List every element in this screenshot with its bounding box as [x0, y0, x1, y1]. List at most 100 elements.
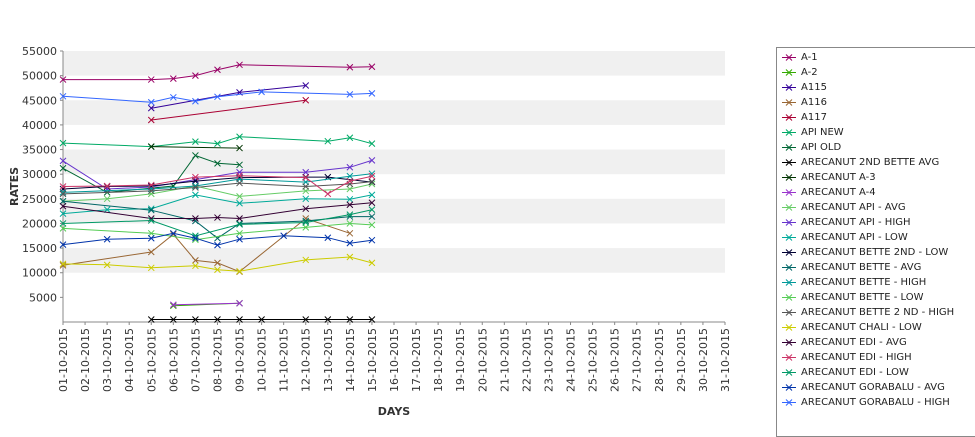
data-point-marker [147, 217, 155, 224]
legend-item: ARECANUT EDI - AVG [777, 337, 975, 348]
series-line [62, 154, 240, 193]
legend-label: API OLD [801, 142, 842, 153]
data-point-marker [59, 139, 67, 147]
x-tick-label: 31-10-2015 [719, 328, 732, 392]
legend-marker [782, 234, 796, 241]
legend-label: ARECANUT EDI - HIGH [801, 352, 912, 363]
legend-label: ARECANUT A-3 [801, 172, 876, 183]
x-tick-label: 26-10-2015 [609, 328, 622, 392]
data-point-marker [214, 214, 221, 221]
grid-band [63, 51, 725, 76]
data-point-marker [302, 219, 310, 226]
data-point-marker [214, 316, 221, 323]
data-point-marker [368, 213, 376, 220]
x-tick-label: 15-10-2015 [366, 328, 379, 392]
legend-marker [782, 384, 796, 391]
x-tick-label: 12-10-2015 [300, 328, 313, 392]
x-tick-label: 04-10-2015 [123, 328, 136, 392]
series-line [62, 176, 372, 190]
data-point-marker [236, 299, 243, 307]
data-point-marker [346, 185, 354, 193]
data-point-marker [59, 260, 67, 268]
data-point-marker [302, 82, 310, 89]
legend-label: ARECANUT BETTE 2ND - LOW [801, 247, 949, 258]
legend-label: ARECANUT BETTE - LOW [801, 292, 924, 303]
legend-item: ARECANUT BETTE - AVG [777, 262, 975, 273]
legend: A-1 A-2 A115 A116 A117 API NEW API OLD ARECANUT… [776, 47, 975, 437]
data-point-marker [169, 301, 177, 309]
data-point-marker [192, 257, 199, 264]
data-point-marker [368, 259, 376, 267]
legend-label: ARECANUT GORABALU - AVG [801, 382, 945, 393]
data-point-marker [147, 206, 155, 214]
legend-item: ARECANUT BETTE 2 ND - HIGH [777, 307, 975, 318]
x-tick-label: 24-10-2015 [565, 328, 578, 392]
data-point-marker [346, 229, 354, 237]
x-tick-label: 20-10-2015 [476, 328, 489, 392]
data-point-marker [192, 184, 199, 191]
data-point-marker [236, 229, 243, 237]
data-point-marker [346, 220, 354, 227]
data-point-marker [302, 224, 310, 231]
data-point-marker [324, 234, 332, 242]
grid-band [63, 100, 725, 125]
data-point-marker [169, 75, 177, 82]
data-point-marker [368, 157, 376, 164]
legend-label: ARECANUT CHALI - LOW [801, 322, 922, 333]
y-tick-label: 45000 [22, 94, 57, 107]
legend-marker [782, 369, 796, 376]
data-point-marker [59, 220, 67, 227]
legend-item: ARECANUT EDI - HIGH [777, 352, 975, 363]
data-point-marker [346, 134, 354, 142]
data-point-marker [214, 266, 221, 274]
data-point-marker [147, 104, 155, 112]
x-tick-label: 08-10-2015 [211, 328, 224, 392]
data-point-marker [192, 191, 199, 199]
data-point-marker [368, 170, 376, 178]
data-point-marker [192, 316, 199, 323]
data-point-marker [59, 164, 67, 172]
data-point-marker [302, 195, 310, 203]
legend-item: ARECANUT BETTE 2ND - LOW [777, 247, 975, 258]
y-tick-label: 25000 [22, 193, 57, 206]
data-point-marker [59, 189, 67, 196]
legend-label: A116 [801, 97, 827, 108]
x-tick-label: 01-10-2015 [57, 328, 70, 392]
x-tick-label: 06-10-2015 [167, 328, 180, 392]
legend-marker [782, 174, 796, 181]
data-point-marker [236, 179, 243, 187]
series-line [62, 91, 372, 103]
legend-label: ARECANUT BETTE - HIGH [801, 277, 927, 288]
data-point-marker [302, 256, 310, 264]
series-line [63, 64, 372, 81]
legend-item: ARECANUT A-3 [777, 172, 975, 183]
data-point-marker [368, 221, 376, 229]
series-line [62, 202, 372, 220]
legend-item: ARECANUT BETTE - LOW [777, 292, 975, 303]
legend-marker [782, 69, 796, 76]
data-point-marker [147, 234, 155, 242]
data-point-marker [236, 193, 243, 200]
data-point-marker [147, 316, 155, 323]
legend-label: ARECANUT BETTE - AVG [801, 262, 922, 273]
series-line [151, 99, 306, 121]
data-point-marker [147, 76, 155, 83]
y-tick-label: 30000 [22, 168, 57, 181]
legend-item: ARECANUT API - HIGH [777, 217, 975, 228]
data-point-marker [302, 174, 310, 181]
y-tick-label: 5000 [29, 291, 57, 304]
data-point-marker [59, 157, 67, 165]
data-point-marker [214, 93, 221, 101]
data-point-marker [192, 262, 199, 270]
series-line [151, 146, 240, 149]
data-point-marker [368, 178, 376, 185]
data-point-marker [147, 248, 155, 256]
data-point-marker [147, 143, 155, 150]
series-line [62, 136, 373, 148]
data-point-marker [368, 199, 376, 207]
legend-label: ARECANUT EDI - AVG [801, 337, 907, 348]
data-point-marker [324, 316, 332, 323]
data-point-marker [147, 182, 155, 190]
data-point-marker [236, 220, 243, 227]
x-tick-label: 07-10-2015 [189, 328, 202, 392]
